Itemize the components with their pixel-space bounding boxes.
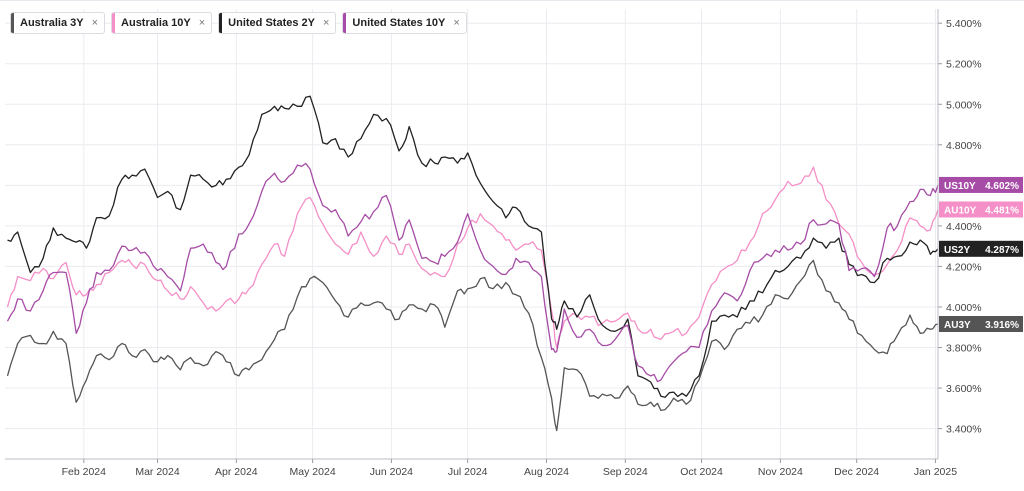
tag-symbol: US10Y bbox=[944, 181, 976, 192]
remove-series-icon[interactable]: × bbox=[91, 17, 99, 29]
tag-symbol: AU3Y bbox=[944, 320, 971, 331]
series-line-united-states-10y bbox=[6, 162, 939, 383]
legend-chip-united-states-2y[interactable]: United States 2Y × bbox=[218, 12, 337, 34]
legend: Australia 3Y × Australia 10Y × United St… bbox=[10, 12, 467, 34]
last-value-tag: US10Y 4.602% bbox=[939, 176, 1023, 193]
y-tick-label: 4.800% bbox=[946, 140, 982, 152]
last-value-tag: US2Y 4.287% bbox=[939, 240, 1023, 257]
tag-symbol: AU10Y bbox=[944, 205, 977, 216]
series-lines bbox=[6, 95, 939, 432]
x-tick-label: Jun 2024 bbox=[370, 466, 413, 478]
grid-lines bbox=[5, 9, 938, 459]
tag-value: 4.287% bbox=[985, 245, 1019, 256]
tag-value: 4.481% bbox=[985, 205, 1019, 216]
x-axis: Feb 2024 Mar 2024 Apr 2024 May 2024 Jun 2024… bbox=[5, 458, 957, 478]
tag-background bbox=[939, 176, 1023, 193]
x-tick-label: Jul 2024 bbox=[448, 466, 488, 478]
y-tick-label: 3.400% bbox=[946, 424, 982, 436]
y-tick-label: 3.600% bbox=[946, 383, 982, 395]
legend-swatch bbox=[219, 13, 223, 33]
remove-series-icon[interactable]: × bbox=[322, 17, 330, 29]
tag-value: 4.602% bbox=[985, 181, 1019, 192]
tag-background bbox=[939, 316, 1023, 332]
tag-symbol: US2Y bbox=[944, 245, 970, 256]
legend-label: United States 10Y bbox=[352, 17, 446, 29]
x-tick-label: Feb 2024 bbox=[62, 466, 107, 478]
x-tick-label: May 2024 bbox=[290, 466, 336, 478]
series-line-australia-10y bbox=[6, 166, 939, 349]
legend-swatch bbox=[343, 13, 347, 33]
legend-swatch bbox=[112, 13, 116, 33]
y-tick-label: 5.000% bbox=[946, 99, 982, 111]
y-tick-label: 5.400% bbox=[946, 18, 982, 30]
series-line-australia-3y bbox=[6, 259, 939, 432]
y-axis: 3.400%3.600%3.800%4.000%4.200%4.400%4.60… bbox=[937, 9, 982, 459]
x-tick-label: Aug 2024 bbox=[524, 466, 569, 478]
last-value-tag: AU10Y 4.481% bbox=[939, 201, 1023, 218]
x-tick-label: Dec 2024 bbox=[834, 466, 879, 478]
x-tick-label: Nov 2024 bbox=[758, 466, 803, 478]
x-tick-label: Apr 2024 bbox=[215, 466, 258, 478]
legend-label: Australia 3Y bbox=[20, 17, 84, 29]
x-tick-label: Mar 2024 bbox=[135, 466, 180, 478]
x-tick-label: Jan 2025 bbox=[914, 466, 957, 478]
legend-chip-united-states-10y[interactable]: United States 10Y × bbox=[342, 12, 467, 34]
legend-swatch bbox=[11, 13, 14, 33]
legend-label: Australia 10Y bbox=[121, 17, 191, 29]
y-tick-label: 4.400% bbox=[946, 221, 982, 233]
y-tick-label: 3.800% bbox=[946, 343, 982, 355]
legend-label: United States 2Y bbox=[228, 17, 315, 29]
tag-background bbox=[939, 240, 1023, 257]
y-tick-label: 4.000% bbox=[946, 302, 982, 314]
remove-series-icon[interactable]: × bbox=[198, 17, 206, 29]
x-tick-label: Sep 2024 bbox=[603, 466, 648, 478]
y-tick-label: 5.200% bbox=[946, 59, 982, 71]
series-line-united-states-2y bbox=[7, 95, 939, 398]
last-value-tags: US10Y 4.602% AU10Y 4.481% US2Y 4.287% AU3Y 3.91… bbox=[939, 176, 1023, 332]
tag-background bbox=[939, 201, 1023, 218]
x-tick-label: Oct 2024 bbox=[680, 466, 723, 478]
remove-series-icon[interactable]: × bbox=[453, 17, 460, 29]
tag-value: 3.916% bbox=[985, 320, 1019, 331]
y-tick-label: 4.200% bbox=[946, 261, 982, 273]
last-value-tag: AU3Y 3.916% bbox=[939, 316, 1023, 332]
legend-chip-australia-10y[interactable]: Australia 10Y × bbox=[111, 12, 213, 34]
legend-chip-australia-3y[interactable]: Australia 3Y × bbox=[10, 12, 106, 34]
